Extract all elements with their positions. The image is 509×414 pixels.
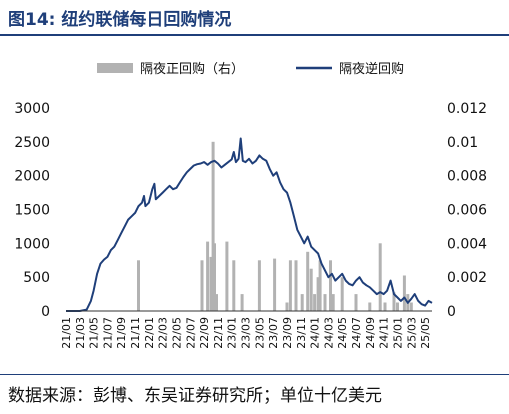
left-y-tick-0: 0: [41, 304, 50, 320]
x-tick-label-21-11: 21/11: [129, 317, 142, 349]
positive-repo-bar-28: [383, 302, 387, 311]
positive-repo-bar-24: [340, 277, 344, 311]
x-tick-label-21-03: 21/03: [74, 317, 87, 349]
x-tick-label-25-03: 25/03: [405, 317, 418, 349]
x-tick-label-24-01: 24/01: [309, 317, 322, 349]
x-tick-label-22-11: 22/11: [212, 317, 225, 349]
positive-repo-bar-12: [285, 302, 289, 311]
legend-label-reverse-repo: 隔夜逆回购: [339, 61, 404, 77]
x-tick-label-25-05: 25/05: [419, 317, 432, 349]
x-tick-label-21-07: 21/07: [101, 317, 114, 349]
figure-title: 图14: 纽约联储每日回购情况: [8, 10, 232, 30]
positive-repo-bar-4: [211, 141, 215, 311]
x-tick-label-23-05: 23/05: [253, 317, 266, 349]
x-tick-label-22-07: 22/07: [184, 317, 197, 349]
x-tick-label-21-09: 21/09: [115, 317, 128, 349]
left-y-tick-500: 500: [23, 270, 50, 286]
positive-repo-bar-26: [368, 302, 372, 311]
positive-repo-bar-1: [200, 260, 204, 312]
right-y-tick-0.012: 0.012: [447, 101, 487, 117]
positive-repo-bar-25: [354, 294, 358, 311]
left-y-tick-2000: 2000: [14, 169, 50, 185]
positive-repo-bar-5: [213, 243, 216, 311]
x-tick-label-21-01: 21/01: [60, 317, 73, 349]
data-source-note: 数据来源：彭博、东吴证券研究所；单位十亿美元: [8, 386, 382, 406]
positive-repo-bar-19: [316, 277, 320, 311]
positive-repo-bar-33: [409, 302, 413, 311]
left-y-tick-1500: 1500: [14, 203, 50, 219]
right-y-tick-0.006: 0.006: [447, 203, 487, 219]
x-tick-label-23-03: 23/03: [240, 317, 253, 349]
x-tick-label-24-03: 24/03: [322, 317, 335, 349]
x-tick-label-24-11: 24/11: [378, 317, 391, 349]
x-tick-label-23-01: 23/01: [226, 317, 239, 349]
title-divider: [0, 34, 509, 36]
positive-repo-bar-22: [329, 260, 332, 312]
positive-repo-bar-29: [392, 292, 396, 311]
x-tick-label-22-03: 22/03: [157, 317, 170, 349]
positive-repo-bar-6: [215, 294, 218, 311]
positive-repo-bar-10: [257, 260, 261, 312]
positive-repo-bar-30: [396, 302, 399, 311]
positive-repo-bar-3: [209, 256, 213, 311]
right-y-tick-0.008: 0.008: [447, 169, 487, 185]
reverse-repo-line: [66, 137, 433, 312]
axis-ticks: 0 500 1000 1500 2000 2500 3000 0 0.002 0.004 0.006…: [14, 101, 487, 349]
right-y-tick-0.002: 0.002: [447, 270, 487, 286]
right-y-tick-0.004: 0.004: [447, 236, 487, 252]
positive-repo-bar-2: [206, 241, 210, 311]
x-tick-label-24-07: 24/07: [350, 317, 363, 349]
x-tick-label-24-05: 24/05: [336, 317, 349, 349]
positive-repo-bar-18: [313, 294, 317, 311]
positive-repo-bar-20: [318, 260, 322, 312]
x-tick-label-23-11: 23/11: [295, 317, 308, 349]
positive-repo-bar-0: [137, 260, 140, 312]
x-tick-label-22-01: 22/01: [143, 317, 156, 349]
positive-repo-bar-7: [225, 241, 229, 311]
positive-repo-bar-9: [240, 294, 244, 311]
positive-repo-bar-13: [288, 260, 292, 312]
positive-repo-bar-31: [402, 275, 406, 311]
right-y-tick-0.01: 0.01: [447, 135, 478, 151]
positive-repo-bar-17: [309, 268, 313, 311]
x-tick-label-21-05: 21/05: [88, 317, 101, 349]
reverse-repo-line-layer: [66, 137, 433, 312]
x-tick-label-24-09: 24/09: [364, 317, 377, 349]
positive-repo-bar-15: [300, 294, 304, 311]
left-y-tick-1000: 1000: [14, 236, 50, 252]
positive-repo-bar-27: [378, 243, 382, 311]
positive-repo-bar-23: [331, 294, 335, 311]
positive-repo-bar-14: [294, 260, 298, 312]
footer-divider: [0, 374, 509, 375]
legend-label-positive-repo: 隔夜正回购（右）: [140, 61, 244, 77]
repo-chart: 隔夜正回购（右） 隔夜逆回购 0500100015002000250030000…: [14, 61, 487, 349]
positive-repo-bars: [137, 141, 413, 312]
x-tick-label-23-09: 23/09: [281, 317, 294, 349]
x-tick-label-22-05: 22/05: [171, 317, 184, 349]
chart-legend: 隔夜正回购（右） 隔夜逆回购: [97, 61, 404, 77]
left-y-tick-3000: 3000: [14, 101, 50, 117]
right-y-tick-0: 0: [447, 304, 456, 320]
x-tick-label-22-09: 22/09: [198, 317, 211, 349]
x-tick-label-23-07: 23/07: [267, 317, 280, 349]
left-y-tick-2500: 2500: [14, 135, 50, 151]
positive-repo-bar-16: [306, 251, 310, 311]
x-tick-label-25-01: 25/01: [392, 317, 405, 349]
legend-swatch-positive-repo: [97, 63, 133, 73]
positive-repo-bar-11: [273, 258, 277, 311]
positive-repo-bar-8: [232, 260, 236, 312]
positive-repo-bar-21: [323, 294, 327, 311]
